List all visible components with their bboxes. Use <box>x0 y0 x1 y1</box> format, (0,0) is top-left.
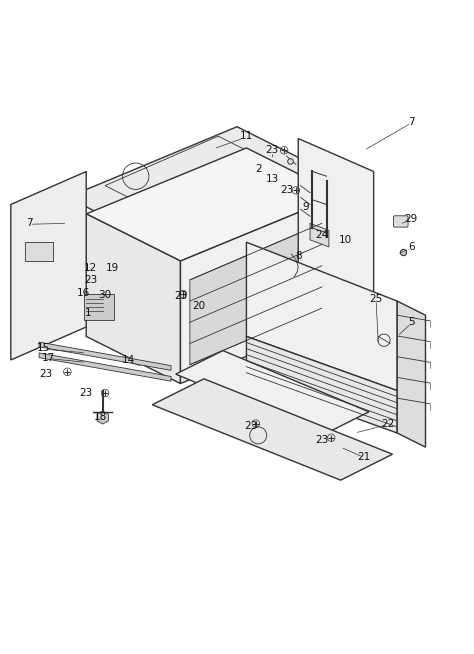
Text: 23: 23 <box>315 435 328 445</box>
Polygon shape <box>39 342 171 370</box>
Text: 10: 10 <box>339 235 352 245</box>
Text: 16: 16 <box>77 288 91 298</box>
Text: 23: 23 <box>84 275 98 285</box>
Text: 12: 12 <box>84 263 98 273</box>
Text: 24: 24 <box>315 230 328 240</box>
Text: 2: 2 <box>255 164 262 174</box>
Text: 21: 21 <box>357 451 371 462</box>
Text: 19: 19 <box>106 263 119 273</box>
Text: 22: 22 <box>381 419 394 428</box>
Polygon shape <box>152 379 392 480</box>
Bar <box>25 242 53 261</box>
FancyBboxPatch shape <box>393 216 408 227</box>
Polygon shape <box>39 353 171 381</box>
Text: 23: 23 <box>245 421 258 431</box>
Polygon shape <box>97 411 109 424</box>
Polygon shape <box>190 223 322 365</box>
Text: 25: 25 <box>369 294 383 303</box>
Text: 20: 20 <box>193 301 206 311</box>
Text: 17: 17 <box>42 353 55 362</box>
Text: 1: 1 <box>85 308 92 318</box>
Polygon shape <box>86 148 341 261</box>
Text: 29: 29 <box>405 214 418 224</box>
Text: 15: 15 <box>37 343 50 353</box>
Text: 7: 7 <box>408 117 415 127</box>
Text: 9: 9 <box>302 202 309 212</box>
Text: 5: 5 <box>408 317 415 327</box>
Text: 6: 6 <box>408 242 415 252</box>
Text: 11: 11 <box>240 131 253 141</box>
Polygon shape <box>11 171 86 360</box>
Polygon shape <box>397 301 426 447</box>
Text: 23: 23 <box>280 185 293 196</box>
Polygon shape <box>67 127 341 249</box>
Bar <box>84 294 115 320</box>
Text: 8: 8 <box>295 251 301 262</box>
Polygon shape <box>246 336 397 433</box>
Polygon shape <box>86 214 181 383</box>
Text: 23: 23 <box>80 388 93 398</box>
Polygon shape <box>310 223 329 247</box>
Text: 18: 18 <box>94 411 107 422</box>
Polygon shape <box>176 351 369 436</box>
Polygon shape <box>298 139 374 303</box>
Text: 14: 14 <box>122 355 135 365</box>
Text: 7: 7 <box>27 218 33 228</box>
Text: 23: 23 <box>174 292 187 301</box>
Polygon shape <box>228 388 275 428</box>
Text: 23: 23 <box>39 369 53 379</box>
Text: 23: 23 <box>266 145 279 155</box>
Polygon shape <box>181 195 341 383</box>
Text: 30: 30 <box>99 290 111 300</box>
Polygon shape <box>246 242 397 390</box>
Text: 13: 13 <box>266 173 279 184</box>
